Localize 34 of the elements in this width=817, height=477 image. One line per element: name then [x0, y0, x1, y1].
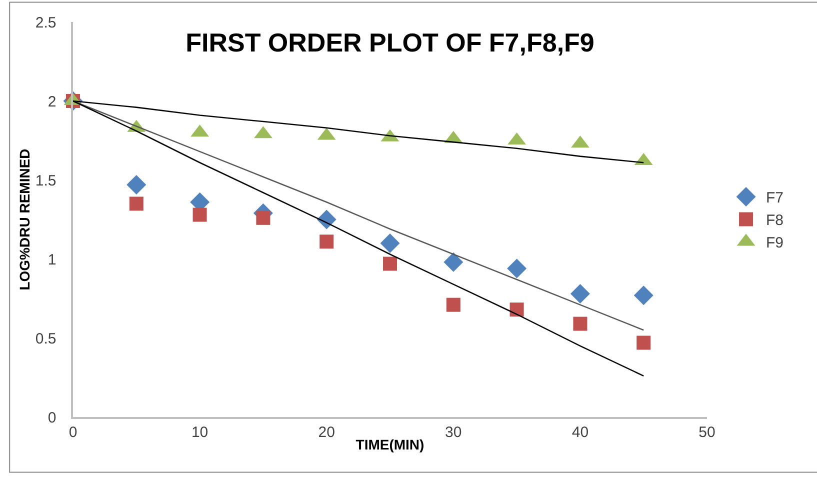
y-tick-label: 1.5: [35, 172, 56, 190]
point: [380, 233, 400, 253]
point: [507, 258, 527, 278]
x-tick-label: 40: [572, 424, 589, 441]
x-tick-label: 50: [698, 424, 716, 441]
y-tick-label: 2: [48, 93, 56, 110]
y-tick-label: 1: [48, 251, 56, 268]
point: [129, 196, 144, 211]
point: [316, 210, 336, 230]
chart-title: FIRST ORDER PLOT OF F7,F8,F9: [186, 28, 594, 58]
point: [126, 174, 146, 194]
point: [383, 256, 397, 271]
point: [510, 302, 524, 317]
point: [320, 234, 334, 249]
point: [573, 316, 588, 331]
legend-label: F7: [766, 190, 784, 207]
point: [444, 252, 464, 272]
x-tick-label: 0: [68, 424, 78, 441]
point: [256, 210, 270, 225]
point: [192, 208, 207, 222]
y-axis-title: LOG%DRU REMINED: [16, 148, 32, 290]
point: [570, 284, 590, 304]
point: [446, 298, 460, 312]
point: [636, 336, 651, 350]
y-tick-label: 2.5: [35, 14, 56, 32]
x-tick-label: 10: [191, 424, 208, 441]
y-tick-label: 0.5: [35, 330, 56, 348]
point: [634, 286, 654, 306]
x-axis-title: TIME(MIN): [356, 436, 424, 453]
legend-label: F8: [766, 212, 784, 230]
x-tick-label: 30: [445, 424, 462, 441]
y-tick-label: 0: [48, 409, 56, 426]
legend-label: F9: [766, 234, 784, 252]
x-tick-label: 20: [318, 424, 335, 441]
